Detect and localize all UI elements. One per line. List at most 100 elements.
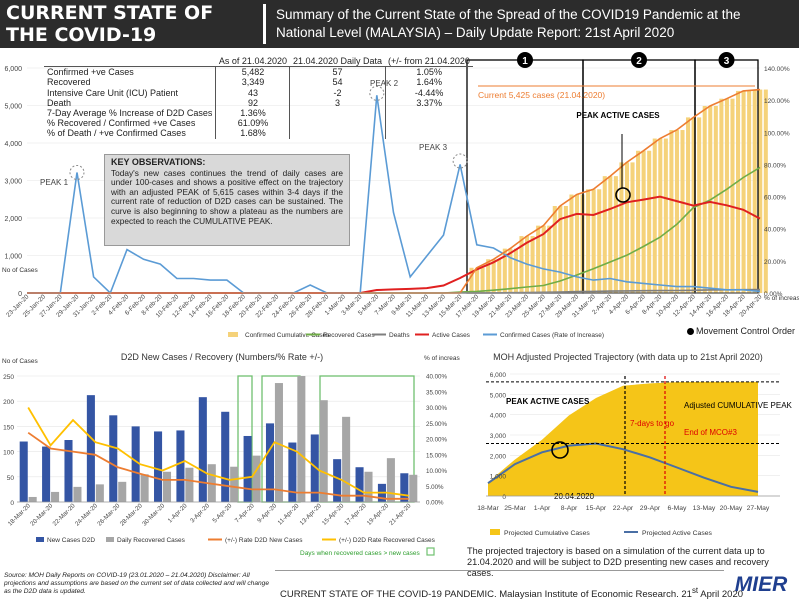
mco-dot-icon [687,328,694,336]
chart2-recovered-bar [342,416,351,502]
chart1-cumulative-bar [758,89,763,293]
projection-note: The projected trajectory is based on a s… [467,546,769,578]
chart1-mco-phase-marker [517,52,533,68]
chart3-x-tick: 8-Apr [561,505,578,512]
chart2-new-case-bar [109,415,118,502]
stats-header-cell: (+/- from 21.04.2020 [388,56,470,66]
cumulative-cases-chart: 1 2 3 0 1,000 2,000 3,000 4,000 5,000 6,000 0.00%… [2,52,799,339]
chart1-cumulative-bar [541,225,546,293]
chart1-legend-swatch [228,332,238,337]
chart2-new-case-bar [86,395,95,502]
chart2-recovered-bar [185,467,194,502]
chart2-x-tick: 30-Mar-20 [141,502,167,528]
chart2-recovered-bar [95,484,104,502]
chart2-new-case-bar [198,397,207,502]
chart2-x-tick: 15-Apr-20 [321,502,346,527]
header-bar: CURRENT STATE OF THE COVID-19 PANDEMIC S… [0,0,799,68]
chart1-cumulative-bar [519,236,524,293]
chart1-cumulative-bar [497,259,502,293]
chart1-mco-phase-number: 1 [522,56,528,67]
chart3-mco-end-label: End of MCO#3 [684,428,737,437]
chart2-new-case-bar [400,473,409,502]
chart1-y-tick: 1,000 [4,254,22,261]
chart1-series-line [27,95,761,295]
chart2-new-case-bar [19,441,28,502]
chart1-y-tick: 0 [18,291,22,298]
chart1-y2-tick: 60.00% [764,195,786,202]
stats-row: % Recovered / Confirmed +ve Cases 61.09% [44,118,473,129]
key-observations-box: KEY OBSERVATIONS: Today's new cases cont… [104,154,350,246]
chart2-y-tick: 200 [3,399,14,406]
chart3-y-tick: 5,000 [490,392,507,399]
chart1-cumulative-bar [547,225,552,293]
chart3-x-tick: 20-May [720,505,743,512]
stats-value [384,118,473,129]
chart1-cumulative-bar [680,130,685,293]
mco-legend-label: Movement Control Order [696,326,796,336]
chart1-cumulative-bar [630,162,635,293]
source-note: Source: MOH Daily Reports on COVID-19 (2… [4,572,270,595]
chart3-x-tick: 6-May [668,505,687,512]
chart3-x-tick: 18-Mar [477,505,499,512]
chart3-y-tick: 6,000 [490,372,507,379]
chart2-recovered-bar [230,466,239,502]
chart1-cumulative-bar [508,248,513,293]
chart3-y-tick: 3,000 [490,433,507,440]
footer-divider [275,570,724,571]
chart1-y2-tick: 120.00% [764,98,790,105]
chart2-x-tick: 5-Apr-20 [211,502,233,524]
stats-header-blank [44,56,216,67]
footer-text: CURRENT STATE OF THE COVID-19 PANDEMIC. … [280,586,743,600]
chart3-peak-label: PEAK ACTIVE CASES [506,397,590,406]
chart2-new-case-bar [265,423,275,502]
chart1-peak-active-label: PEAK ACTIVE CASES [576,111,660,120]
chart2-recovered-bar [118,481,127,502]
chart2-new-case-bar [176,430,185,502]
observations-text: Today's new cases continues the trend of… [111,167,343,226]
chart1-y-tick: 4,000 [4,141,22,148]
chart1-peak-label: PEAK 1 [40,178,69,187]
chart2-y-tick: 0 [10,500,14,507]
mco-legend: Movement Control Order [687,326,795,336]
footer-main: CURRENT STATE OF THE COVID-19 PANDEMIC. … [280,589,692,600]
chart3-legend: Projected Cumulative Cases Projected Acti… [490,529,712,537]
chart1-cumulative-bar [636,150,641,293]
chart2-x-tick: 24-Mar-20 [74,502,100,528]
observations-title: KEY OBSERVATIONS: [111,157,206,167]
chart3-x-tick: 25-Mar [504,505,526,512]
chart2-x-tick: 11-Apr-20 [276,502,300,526]
chart2-legend-note: Days when recovered cases > new cases [300,550,421,557]
page-subtitle: Summary of the Current State of the Spre… [276,7,741,40]
chart2-new-case-bar [154,431,163,502]
chart1-y-tick: 3,000 [4,179,22,186]
chart2-y2-tick: 5.00% [426,484,444,491]
chart1-y2-tick: 0.00% [764,291,783,298]
chart1-cumulative-bar [513,248,518,293]
chart2-y2-tick: 35.00% [426,389,447,396]
chart2-recovered-bar [409,474,418,502]
mier-logo: MIER [735,573,788,596]
stats-value: 5,482 [215,66,290,78]
chart2-recovered-bar [140,474,149,502]
chart1-peak-circle [452,153,468,169]
chart2-x-tick: 3-Apr-20 [189,502,211,524]
footer-sup: st [691,586,699,595]
chart2-y2-tick: 0.00% [426,500,444,507]
stats-value: 3.37% [384,97,473,109]
chart1-cumulative-bar [602,176,607,293]
chart3-x-tick: 22-Apr [613,505,634,512]
chart2-legend-label: New Cases D2D [47,537,95,544]
chart1-y-tick: 5,000 [4,104,22,111]
chart3-x-tick: 15-Apr [586,505,607,512]
chart3-y-tick: 1,000 [490,474,507,481]
chart2-new-case-bar [355,467,364,502]
stats-value [384,108,473,119]
chart1-cumulative-bar [641,150,646,293]
chart1-cumulative-bar [652,138,657,293]
chart1-cumulative-bar [741,90,746,293]
chart1-cumulative-bars [469,89,768,293]
stats-label: % of Death / +ve Confirmed Cases [47,128,186,139]
chart3-peak-circle [551,441,569,459]
projection-chart: PEAK ACTIVE CASES 20.04.2020 7-days to go E… [477,352,792,537]
chart3-legend-label: Projected Active Cases [642,530,712,537]
